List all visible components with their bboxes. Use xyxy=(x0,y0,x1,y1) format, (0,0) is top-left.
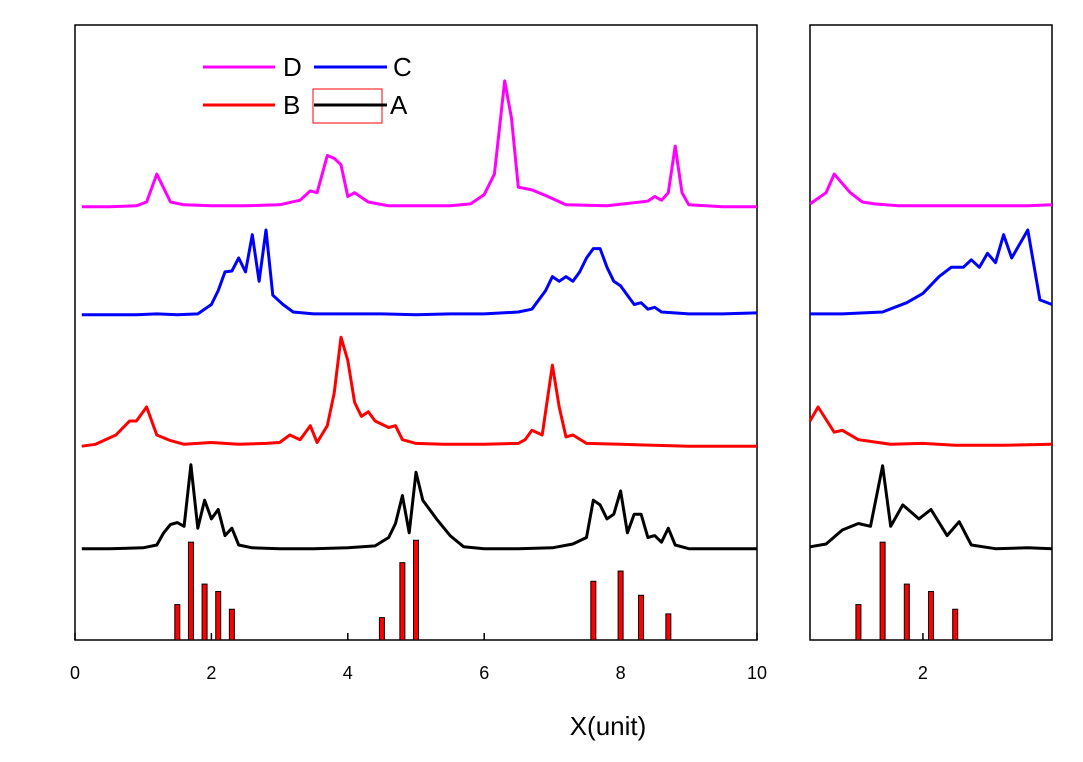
main-reference-bar xyxy=(590,580,597,641)
inset-reference-bar xyxy=(952,608,959,641)
main-x-tick-label: 0 xyxy=(70,663,80,683)
inset-reference-bar xyxy=(903,583,910,641)
legend-label-b: B xyxy=(283,90,300,120)
main-reference-bar xyxy=(413,539,419,641)
main-reference-bar xyxy=(665,613,672,641)
main-series-c xyxy=(81,228,758,317)
main-reference-bar xyxy=(228,608,235,641)
main-series-d xyxy=(81,79,757,209)
main-series-a xyxy=(81,463,757,551)
inset-series-a xyxy=(809,464,1053,551)
inset-reference-bar xyxy=(928,591,934,641)
legend-label-a: A xyxy=(390,90,408,120)
legend-label-d: D xyxy=(283,52,302,82)
main-reference-bar xyxy=(201,583,208,641)
main-reference-bar xyxy=(638,594,645,641)
main-x-tick-label: 2 xyxy=(206,663,216,683)
inset-reference-bar xyxy=(855,604,862,641)
main-reference-bar xyxy=(187,541,194,641)
main-reference-bar xyxy=(215,591,222,641)
legend: D C B A xyxy=(203,52,412,124)
main-reference-bar xyxy=(174,604,181,641)
main-x-tick-label: 6 xyxy=(479,663,489,683)
main-x-tick-label: 10 xyxy=(747,663,767,683)
inset-series-c xyxy=(810,228,1053,316)
main-reference-bar xyxy=(378,617,385,641)
inset-series-b xyxy=(808,405,1053,447)
inset-reference-bar xyxy=(879,541,886,641)
main-x-tick-label: 4 xyxy=(343,663,353,683)
inset-series-d xyxy=(809,172,1053,208)
x-axis-label: X(unit) xyxy=(570,711,647,741)
inset-x-tick-label: 2 xyxy=(918,663,928,683)
legend-label-c: C xyxy=(393,52,412,82)
main-series-b xyxy=(81,335,757,448)
main-plot-panel: 0 2 4 6 8 10 D C B A xyxy=(70,24,767,683)
main-x-tick-label: 8 xyxy=(616,663,626,683)
inset-plot-panel: 2 xyxy=(808,24,1053,683)
main-reference-bar xyxy=(399,562,406,641)
main-reference-bar xyxy=(617,570,624,641)
